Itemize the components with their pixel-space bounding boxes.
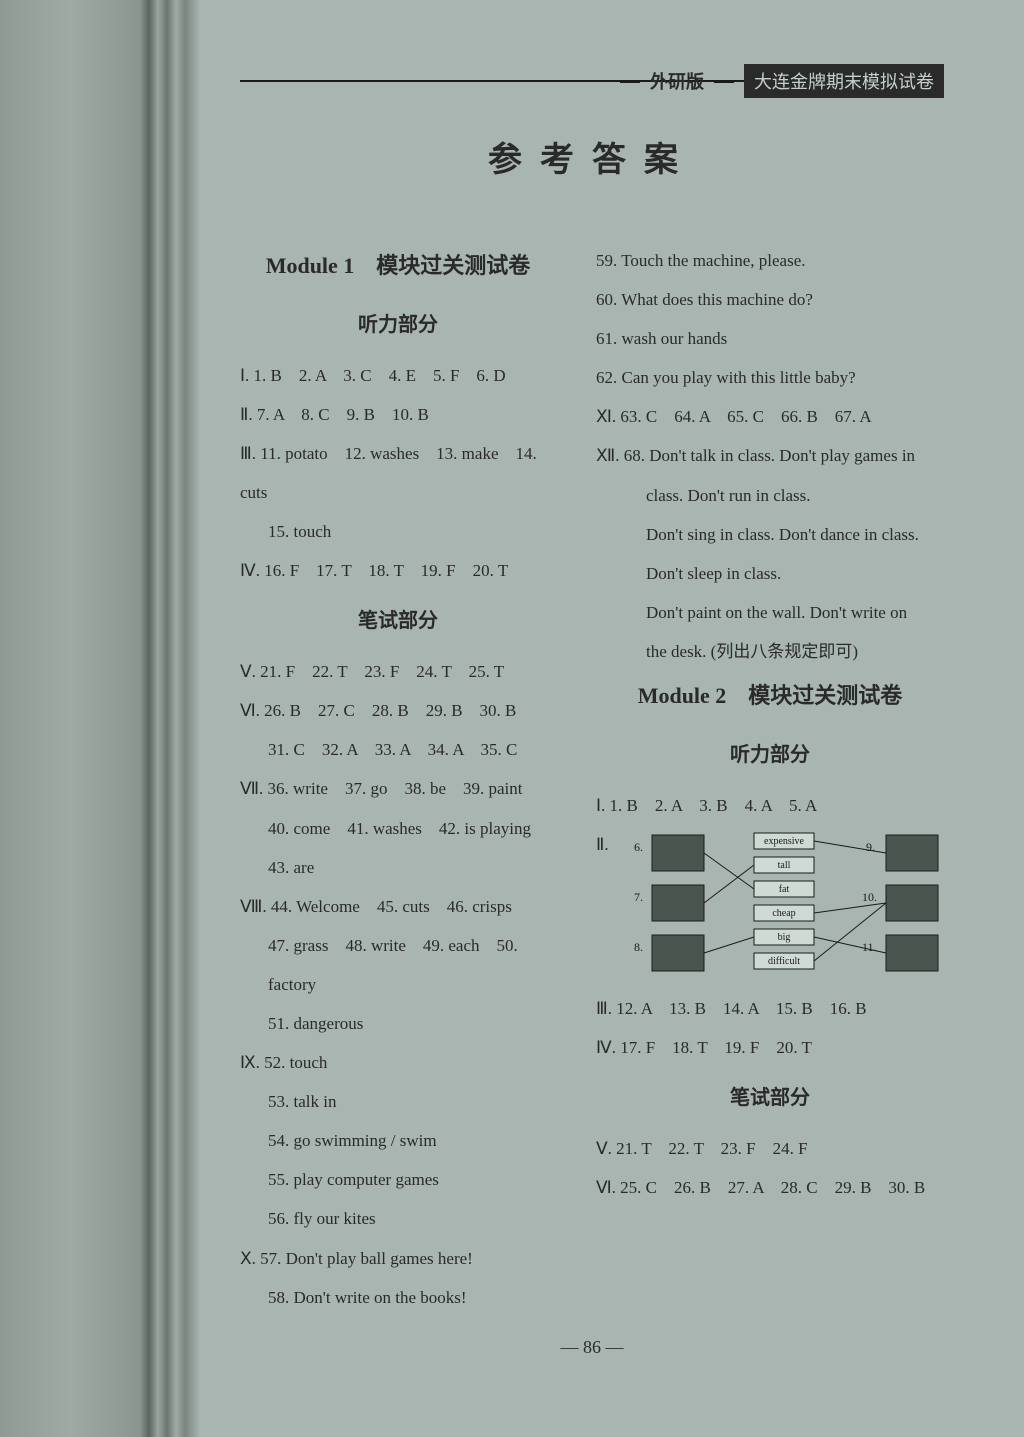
answer-line: 51. dangerous bbox=[240, 1004, 556, 1043]
header-rule: 外研版 大连金牌期末模拟试卷 bbox=[240, 80, 944, 82]
answer-line: 53. talk in bbox=[240, 1082, 556, 1121]
answer-line: Ⅳ. 16. F 17. T 18. T 19. F 20. T bbox=[240, 551, 556, 590]
answer-line: Ⅵ. 25. C 26. B 27. A 28. C 29. B 30. B bbox=[596, 1168, 944, 1207]
answer-line: Don't sing in class. Don't dance in clas… bbox=[596, 515, 944, 554]
answer-line: 58. Don't write on the books! bbox=[240, 1278, 556, 1317]
answer-line: Ⅲ. 11. potato 12. washes 13. make 14. cu… bbox=[240, 434, 556, 512]
page-edge-shadow bbox=[0, 0, 140, 1437]
answer-line: 54. go swimming / swim bbox=[240, 1121, 556, 1160]
tag-text: cheap bbox=[772, 908, 795, 919]
answer-line: 31. C 32. A 33. A 34. A 35. C bbox=[240, 730, 556, 769]
answer-line: Don't paint on the wall. Don't write on bbox=[596, 593, 944, 632]
header-badges: 外研版 大连金牌期末模拟试卷 bbox=[620, 64, 944, 98]
listening-heading: 听力部分 bbox=[240, 302, 556, 348]
answer-line: 61. wash our hands bbox=[596, 319, 944, 358]
answer-line: 55. play computer games bbox=[240, 1160, 556, 1199]
matching-diagram: 6. 7. 8. 9. 10. 11. bbox=[634, 829, 944, 979]
tag-text: difficult bbox=[768, 956, 800, 967]
thumb-icon bbox=[652, 835, 704, 871]
left-column: Module 1 模块过关测试卷 听力部分 Ⅰ. 1. B 2. A 3. C … bbox=[240, 241, 556, 1317]
thumb-icon bbox=[886, 885, 938, 921]
answer-line: Ⅲ. 12. A 13. B 14. A 15. B 16. B bbox=[596, 989, 944, 1028]
book-binding bbox=[140, 0, 200, 1437]
diagram-label: 10. bbox=[862, 890, 877, 904]
page-number: — 86 — bbox=[240, 1337, 944, 1358]
written-heading: 笔试部分 bbox=[596, 1075, 944, 1121]
series-badge: 大连金牌期末模拟试卷 bbox=[744, 64, 944, 98]
tag-text: expensive bbox=[764, 836, 805, 847]
connector-line bbox=[814, 841, 886, 853]
answer-line: Ⅱ. 7. A 8. C 9. B 10. B bbox=[240, 395, 556, 434]
section-prefix: Ⅱ. bbox=[596, 825, 624, 864]
answer-line: Ⅷ. 44. Welcome 45. cuts 46. crisps bbox=[240, 887, 556, 926]
connector-line bbox=[704, 937, 754, 953]
diagram-label: 9. bbox=[866, 840, 875, 854]
answer-line: Ⅰ. 1. B 2. A 3. B 4. A 5. A bbox=[596, 786, 944, 825]
answer-line: 47. grass 48. write 49. each 50. factory bbox=[240, 926, 556, 1004]
listening-heading: 听力部分 bbox=[596, 732, 944, 778]
right-column: 59. Touch the machine, please. 60. What … bbox=[596, 241, 944, 1317]
answer-line: 40. come 41. washes 42. is playing 43. a… bbox=[240, 809, 556, 887]
diagram-label: 6. bbox=[634, 840, 643, 854]
answer-line: Don't sleep in class. bbox=[596, 554, 944, 593]
matching-row: Ⅱ. 6. 7. 8. 9. 10. bbox=[596, 825, 944, 989]
answer-line: 15. touch bbox=[240, 512, 556, 551]
answer-line: Ⅻ. 68. Don't talk in class. Don't play g… bbox=[596, 436, 944, 475]
answer-line: Ⅶ. 36. write 37. go 38. be 39. paint bbox=[240, 769, 556, 808]
answer-line: Ⅸ. 52. touch bbox=[240, 1043, 556, 1082]
thumb-icon bbox=[652, 885, 704, 921]
tag-group: expensive tall fat cheap big difficult bbox=[754, 833, 814, 969]
answer-line: Ⅰ. 1. B 2. A 3. C 4. E 5. F 6. D bbox=[240, 356, 556, 395]
tag-text: tall bbox=[778, 860, 791, 871]
answer-line: Ⅺ. 63. C 64. A 65. C 66. B 67. A bbox=[596, 397, 944, 436]
answer-text: 59. Touch the machine, please. bbox=[596, 251, 806, 270]
diagram-label: 11. bbox=[862, 940, 877, 954]
thumb-icon bbox=[652, 935, 704, 971]
two-column-layout: Module 1 模块过关测试卷 听力部分 Ⅰ. 1. B 2. A 3. C … bbox=[240, 241, 944, 1317]
diagram-svg: 6. 7. 8. 9. 10. 11. bbox=[634, 829, 944, 979]
answer-line: the desk. (列出八条规定即可) bbox=[596, 632, 944, 671]
thumb-icon bbox=[886, 935, 938, 971]
answer-line: Ⅴ. 21. F 22. T 23. F 24. T 25. T bbox=[240, 652, 556, 691]
diagram-label: 8. bbox=[634, 940, 643, 954]
page-content: 外研版 大连金牌期末模拟试卷 参考答案 Module 1 模块过关测试卷 听力部… bbox=[200, 0, 1024, 1437]
answer-line: 59. Touch the machine, please. bbox=[596, 241, 944, 280]
answer-line: Ⅴ. 21. T 22. T 23. F 24. F bbox=[596, 1129, 944, 1168]
answer-line: 56. fly our kites bbox=[240, 1199, 556, 1238]
tag-text: fat bbox=[779, 884, 790, 895]
module2-title: Module 2 模块过关测试卷 bbox=[596, 671, 944, 722]
answer-line: Ⅳ. 17. F 18. T 19. F 20. T bbox=[596, 1028, 944, 1067]
written-heading: 笔试部分 bbox=[240, 598, 556, 644]
answer-line: Ⅵ. 26. B 27. C 28. B 29. B 30. B bbox=[240, 691, 556, 730]
dash-icon bbox=[620, 80, 640, 83]
tag-text: big bbox=[778, 932, 791, 943]
edition-label: 外研版 bbox=[650, 68, 704, 94]
answer-line: class. Don't run in class. bbox=[596, 476, 944, 515]
answer-line: 60. What does this machine do? bbox=[596, 280, 944, 319]
diagram-label: 7. bbox=[634, 890, 643, 904]
answer-line: 62. Can you play with this little baby? bbox=[596, 358, 944, 397]
answer-line: Ⅹ. 57. Don't play ball games here! bbox=[240, 1239, 556, 1278]
module1-title: Module 1 模块过关测试卷 bbox=[240, 241, 556, 292]
thumb-icon bbox=[886, 835, 938, 871]
page-title: 参考答案 bbox=[240, 132, 944, 181]
dash-icon bbox=[714, 80, 734, 83]
